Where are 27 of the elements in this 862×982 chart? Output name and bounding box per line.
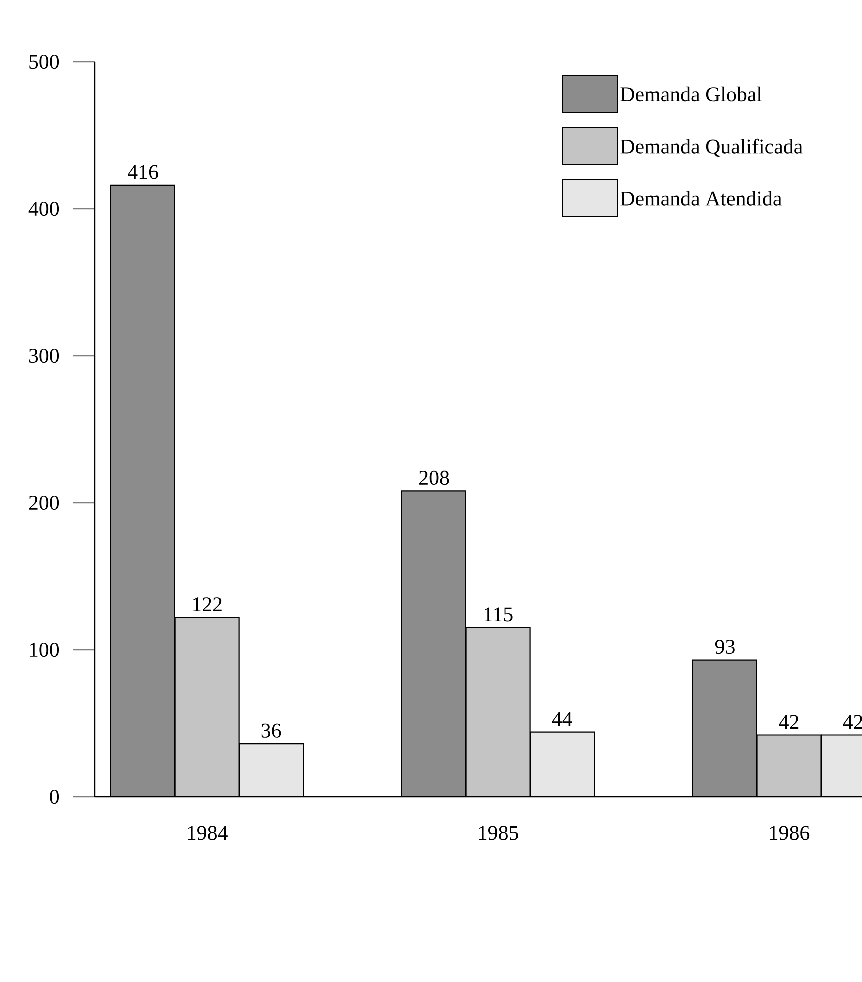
data-label: 416 (128, 165, 158, 180)
data-label: 115 (484, 608, 513, 622)
x-tick-label: 1985 (479, 826, 518, 840)
y-tick-label: 400 (28, 202, 60, 216)
bar (530, 732, 596, 797)
data-label: 208 (420, 470, 450, 486)
data-label: 42 (779, 715, 799, 730)
y-tick-label: 200 (29, 496, 60, 510)
y-tick-label: 0 (50, 790, 60, 804)
data-label: 36 (262, 724, 282, 738)
legend-label: Demanda Global (620, 86, 762, 102)
bar (174, 617, 240, 797)
bar (239, 744, 304, 797)
legend-label: Demanda Atendida (620, 191, 782, 206)
y-tick-label: 300 (29, 348, 60, 364)
y-tick-label: 100 (30, 642, 60, 658)
bar (110, 184, 176, 797)
x-tick-label: 1986 (770, 826, 810, 840)
x-tick-label: 1984 (188, 826, 228, 840)
data-label: 93 (715, 640, 735, 654)
data-label: 44 (552, 712, 572, 726)
legend-label: Demanda Qualificada (620, 138, 803, 158)
y-tick-label: 500 (30, 54, 60, 70)
data-label: 122 (193, 598, 222, 612)
bar (466, 627, 531, 797)
bar (401, 490, 466, 797)
bar (692, 660, 758, 797)
